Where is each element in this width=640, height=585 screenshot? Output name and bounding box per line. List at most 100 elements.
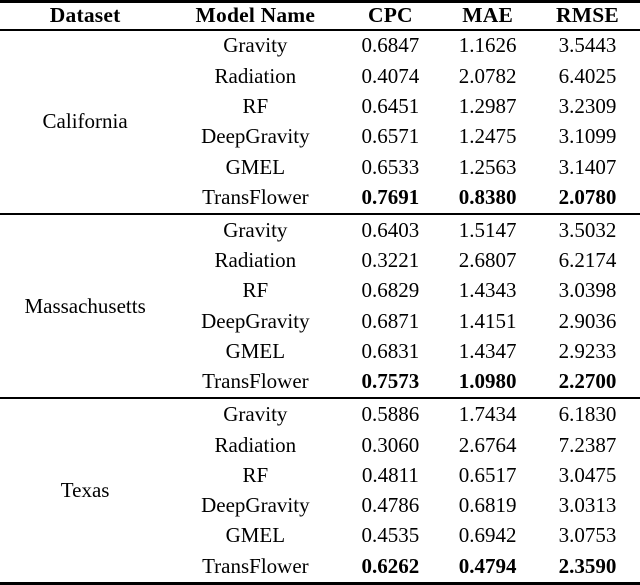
rmse-value-cell: 7.2387 — [558, 432, 617, 457]
model-name-cell: Gravity — [223, 217, 288, 242]
cpc-value-cell: 0.6262 — [361, 554, 420, 579]
model-name-cell: Gravity — [223, 33, 288, 58]
rmse-value-cell: 3.0313 — [558, 493, 617, 518]
dataset-cell: Massachusetts — [24, 293, 146, 318]
model-name-cell: Radiation — [214, 63, 297, 88]
rmse-value-cell: 3.0475 — [558, 462, 617, 487]
table-row: Radiation 0.3221 2.6807 6.2174 — [0, 246, 640, 276]
model-name-cell: GMEL — [225, 154, 286, 179]
rmse-value-cell: 3.5443 — [558, 33, 617, 58]
table-header: Dataset Model Name CPC MAE RMSE — [0, 2, 640, 30]
model-name-cell: GMEL — [225, 523, 286, 548]
model-name-cell: DeepGravity — [201, 124, 310, 149]
cpc-value-cell: 0.6831 — [361, 338, 420, 363]
mae-value-cell: 1.2563 — [458, 154, 517, 179]
table-row: Radiation 0.4074 2.0782 6.4025 — [0, 61, 640, 91]
dataset-group-california: California Gravity 0.6847 1.1626 3.5443 … — [0, 30, 640, 214]
rmse-value-cell: 3.0753 — [558, 523, 617, 548]
col-header-model-name: Model Name — [195, 3, 316, 28]
mae-value-cell: 1.1626 — [458, 33, 517, 58]
table-row: Texas Gravity 0.5886 1.7434 6.1830 — [0, 398, 640, 501]
table-row: GMEL 0.6831 1.4347 2.9233 — [0, 336, 640, 366]
rmse-value-cell: 3.1099 — [558, 124, 617, 149]
model-name-cell: RF — [242, 462, 269, 487]
mae-value-cell: 1.2987 — [458, 94, 517, 119]
dataset-group-massachusetts: Massachusetts Gravity 0.6403 1.5147 3.50… — [0, 214, 640, 399]
mae-value-cell: 0.6517 — [458, 462, 517, 487]
model-name-cell: TransFlower — [202, 369, 309, 394]
rmse-value-cell: 3.5032 — [558, 217, 617, 242]
table-row: Radiation 0.3060 2.6764 7.2387 — [0, 430, 640, 460]
model-name-cell: DeepGravity — [201, 493, 310, 518]
model-name-cell: RF — [242, 94, 269, 119]
table-row-best: TransFlower 0.6262 0.4794 2.3590 — [0, 551, 640, 583]
model-name-cell: TransFlower — [202, 554, 309, 579]
cpc-value-cell: 0.6451 — [361, 94, 420, 119]
col-header-dataset: Dataset — [49, 3, 121, 28]
cpc-value-cell: 0.6403 — [361, 217, 420, 242]
model-name-cell: GMEL — [225, 338, 286, 363]
mae-value-cell: 1.4347 — [458, 338, 517, 363]
rmse-value-cell: 6.4025 — [558, 63, 617, 88]
header-row: Dataset Model Name CPC MAE RMSE — [0, 2, 640, 30]
rmse-value-cell: 6.2174 — [558, 248, 617, 273]
table-row-best: TransFlower 0.7691 0.8380 2.0780 — [0, 182, 640, 214]
model-name-cell: Radiation — [214, 432, 297, 457]
cpc-value-cell: 0.4786 — [361, 493, 420, 518]
cpc-value-cell: 0.7691 — [361, 185, 420, 210]
mae-value-cell: 2.0782 — [458, 63, 517, 88]
cpc-value-cell: 0.6533 — [361, 154, 420, 179]
mae-value-cell: 2.6764 — [458, 432, 517, 457]
table-row: DeepGravity 0.6871 1.4151 2.9036 — [0, 306, 640, 336]
model-name-cell: Radiation — [214, 248, 297, 273]
model-name-cell: RF — [242, 278, 269, 303]
mae-value-cell: 1.5147 — [458, 217, 517, 242]
mae-value-cell: 1.0980 — [458, 369, 517, 394]
cpc-value-cell: 0.4074 — [361, 63, 420, 88]
col-header-mae: MAE — [462, 3, 514, 28]
cpc-value-cell: 0.7573 — [361, 369, 420, 394]
dataset-group-texas: Texas Gravity 0.5886 1.7434 6.1830 Radia… — [0, 398, 640, 583]
rmse-value-cell: 6.1830 — [558, 402, 617, 427]
rmse-value-cell: 2.9036 — [558, 308, 617, 333]
mae-value-cell: 2.6807 — [458, 248, 517, 273]
mae-value-cell: 0.6942 — [458, 523, 517, 548]
cpc-value-cell: 0.3060 — [361, 432, 420, 457]
cpc-value-cell: 0.4535 — [361, 523, 420, 548]
cpc-value-cell: 0.6571 — [361, 124, 420, 149]
rmse-value-cell: 3.2309 — [558, 94, 617, 119]
table-row: RF 0.6829 1.4343 3.0398 — [0, 276, 640, 306]
mae-value-cell: 1.4151 — [458, 308, 517, 333]
model-name-cell: DeepGravity — [201, 308, 310, 333]
col-header-cpc: CPC — [367, 3, 413, 28]
table-row: DeepGravity 0.6571 1.2475 3.1099 — [0, 122, 640, 152]
table-row: GMEL 0.6533 1.2563 3.1407 — [0, 152, 640, 182]
cpc-value-cell: 0.6829 — [361, 278, 420, 303]
mae-value-cell: 0.8380 — [458, 185, 517, 210]
table-row: Massachusetts Gravity 0.6403 1.5147 3.50… — [0, 214, 640, 316]
rmse-value-cell: 2.0780 — [558, 185, 617, 210]
rmse-value-cell: 2.2700 — [558, 369, 617, 394]
rmse-value-cell: 2.9233 — [558, 338, 617, 363]
cpc-value-cell: 0.5886 — [361, 402, 420, 427]
model-name-cell: TransFlower — [202, 185, 309, 210]
cpc-value-cell: 0.6847 — [361, 33, 420, 58]
table-row-best: TransFlower 0.7573 1.0980 2.2700 — [0, 367, 640, 399]
table-row: RF 0.6451 1.2987 3.2309 — [0, 91, 640, 121]
mae-value-cell: 1.2475 — [458, 124, 517, 149]
col-header-rmse: RMSE — [556, 3, 619, 28]
table-row: RF 0.4811 0.6517 3.0475 — [0, 460, 640, 490]
dataset-cell: California — [42, 109, 128, 134]
mae-value-cell: 1.4343 — [458, 278, 517, 303]
mae-value-cell: 0.4794 — [458, 554, 517, 579]
rmse-value-cell: 3.0398 — [558, 278, 617, 303]
cpc-value-cell: 0.6871 — [361, 308, 420, 333]
rmse-value-cell: 2.3590 — [558, 554, 617, 579]
dataset-cell: Texas — [60, 478, 110, 503]
table-row: GMEL 0.4535 0.6942 3.0753 — [0, 521, 640, 551]
mae-value-cell: 1.7434 — [458, 402, 517, 427]
model-name-cell: Gravity — [223, 402, 288, 427]
mae-value-cell: 0.6819 — [458, 493, 517, 518]
